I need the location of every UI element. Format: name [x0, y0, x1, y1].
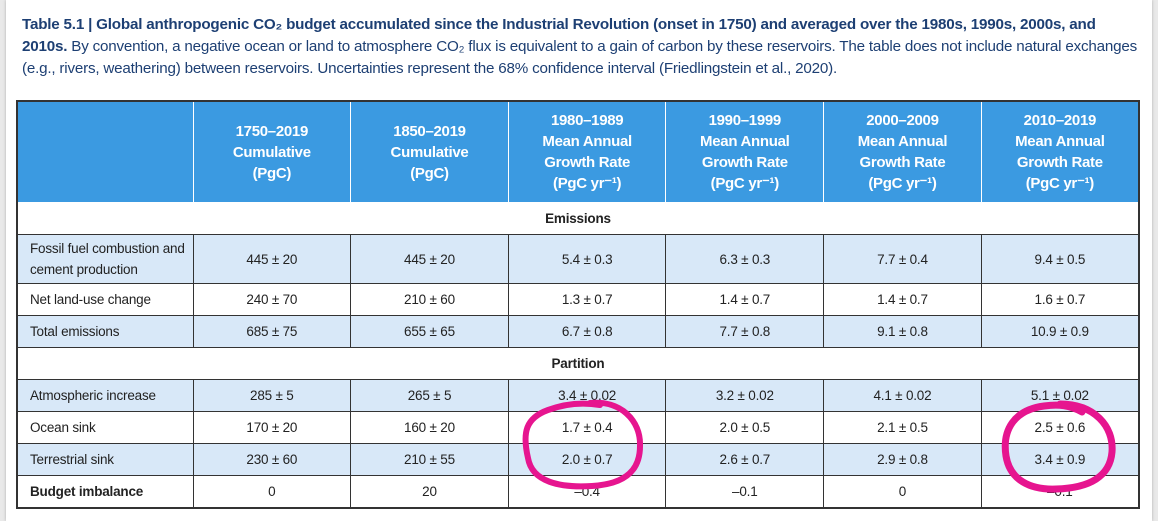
- table-cell: 655 ± 65: [350, 315, 509, 348]
- co2-budget-table-wrapper: 1750–2019 Cumulative (PgC) 1850–2019 Cum…: [16, 100, 1140, 509]
- table-cell: 285 ± 5: [192, 379, 352, 412]
- row-label: Atmospheric increase: [16, 379, 194, 412]
- row-label: Total emissions: [16, 315, 194, 348]
- table-cell: 20: [350, 475, 509, 509]
- table-cell: 10.9 ± 0.9: [980, 315, 1140, 348]
- section-row-emissions: Emissions: [16, 202, 1140, 235]
- row-label: Terrestrial sink: [16, 443, 194, 476]
- table-cell: 265 ± 5: [350, 379, 509, 412]
- table-cell: 1.6 ± 0.7: [980, 283, 1140, 316]
- table-cell: 210 ± 60: [350, 283, 509, 316]
- table-cell: 5.1 ± 0.02: [980, 379, 1140, 412]
- table-header-row: 1750–2019 Cumulative (PgC) 1850–2019 Cum…: [16, 100, 1140, 203]
- table-cell: 1.3 ± 0.7: [507, 283, 667, 316]
- table-row-fossil-fuel: Fossil fuel combustion and cement produc…: [16, 234, 1140, 284]
- table-cell: 4.1 ± 0.02: [823, 379, 982, 412]
- table-cell: 445 ± 20: [192, 234, 352, 284]
- section-row-partition: Partition: [16, 347, 1140, 380]
- co2-budget-table: 1750–2019 Cumulative (PgC) 1850–2019 Cum…: [16, 100, 1140, 509]
- table-caption: Table 5.1 | Global anthropogenic CO₂ bud…: [22, 14, 1142, 80]
- header-corner: [16, 100, 194, 203]
- table-cell: 3.4 ± 0.9: [980, 443, 1140, 476]
- table-caption-body: By convention, a negative ocean or land …: [22, 38, 1137, 77]
- header-col-1980-1989: 1980–1989 Mean Annual Growth Rate (PgC y…: [507, 100, 667, 203]
- table-cell: 2.6 ± 0.7: [665, 443, 825, 476]
- table-cell: 160 ± 20: [350, 411, 509, 444]
- table-cell: 685 ± 75: [192, 315, 352, 348]
- table-cell: 2.5 ± 0.6: [980, 411, 1140, 444]
- table-cell: 6.7 ± 0.8: [507, 315, 667, 348]
- table-row-ocean-sink: Ocean sink 170 ± 20 160 ± 20 1.7 ± 0.4 2…: [16, 411, 1140, 444]
- table-row-net-land-use: Net land-use change 240 ± 70 210 ± 60 1.…: [16, 283, 1140, 316]
- table-row-budget-imbalance: Budget imbalance 0 20 –0.4 –0.1 0 –0.1: [16, 475, 1140, 509]
- table-cell: 1.7 ± 0.4: [507, 411, 667, 444]
- table-cell: 445 ± 20: [350, 234, 509, 284]
- header-col-2010-2019: 2010–2019 Mean Annual Growth Rate (PgC y…: [980, 100, 1140, 203]
- table-row-terrestrial-sink: Terrestrial sink 230 ± 60 210 ± 55 2.0 ±…: [16, 443, 1140, 476]
- table-cell: 0: [823, 475, 982, 509]
- table-cell: 0: [192, 475, 352, 509]
- row-label: Net land-use change: [16, 283, 194, 316]
- table-cell: 5.4 ± 0.3: [507, 234, 667, 284]
- table-cell: 3.4 ± 0.02: [507, 379, 667, 412]
- table-cell: 7.7 ± 0.8: [665, 315, 825, 348]
- table-cell: 2.0 ± 0.7: [507, 443, 667, 476]
- table-cell: 2.1 ± 0.5: [823, 411, 982, 444]
- table-cell: 9.4 ± 0.5: [980, 234, 1140, 284]
- table-cell: 9.1 ± 0.8: [823, 315, 982, 348]
- table-cell: 1.4 ± 0.7: [665, 283, 825, 316]
- section-label-partition: Partition: [16, 347, 1140, 380]
- table-row-atmospheric-increase: Atmospheric increase 285 ± 5 265 ± 5 3.4…: [16, 379, 1140, 412]
- table-cell: 7.7 ± 0.4: [823, 234, 982, 284]
- table-cell: –0.4: [507, 475, 667, 509]
- row-label: Ocean sink: [16, 411, 194, 444]
- table-cell: 2.9 ± 0.8: [823, 443, 982, 476]
- table-cell: 230 ± 60: [192, 443, 352, 476]
- table-cell: 170 ± 20: [192, 411, 352, 444]
- table-cell: 1.4 ± 0.7: [823, 283, 982, 316]
- table-cell: 3.2 ± 0.02: [665, 379, 825, 412]
- section-label-emissions: Emissions: [16, 202, 1140, 235]
- row-label: Fossil fuel combustion and cement produc…: [16, 234, 194, 284]
- table-cell: –0.1: [665, 475, 825, 509]
- table-cell: 210 ± 55: [350, 443, 509, 476]
- table-title: Table 5.1 | Global anthropogenic CO₂ bud…: [22, 16, 1096, 55]
- row-label: Budget imbalance: [16, 475, 194, 509]
- table-cell: –0.1: [980, 475, 1140, 509]
- header-col-1850-2019: 1850–2019 Cumulative (PgC): [350, 100, 509, 203]
- table-cell: 2.0 ± 0.5: [665, 411, 825, 444]
- header-col-2000-2009: 2000–2009 Mean Annual Growth Rate (PgC y…: [823, 100, 982, 203]
- table-cell: 240 ± 70: [192, 283, 352, 316]
- table-row-total-emissions: Total emissions 685 ± 75 655 ± 65 6.7 ± …: [16, 315, 1140, 348]
- table-cell: 6.3 ± 0.3: [665, 234, 825, 284]
- header-col-1990-1999: 1990–1999 Mean Annual Growth Rate (PgC y…: [665, 100, 825, 203]
- header-col-1750-2019: 1750–2019 Cumulative (PgC): [192, 100, 352, 203]
